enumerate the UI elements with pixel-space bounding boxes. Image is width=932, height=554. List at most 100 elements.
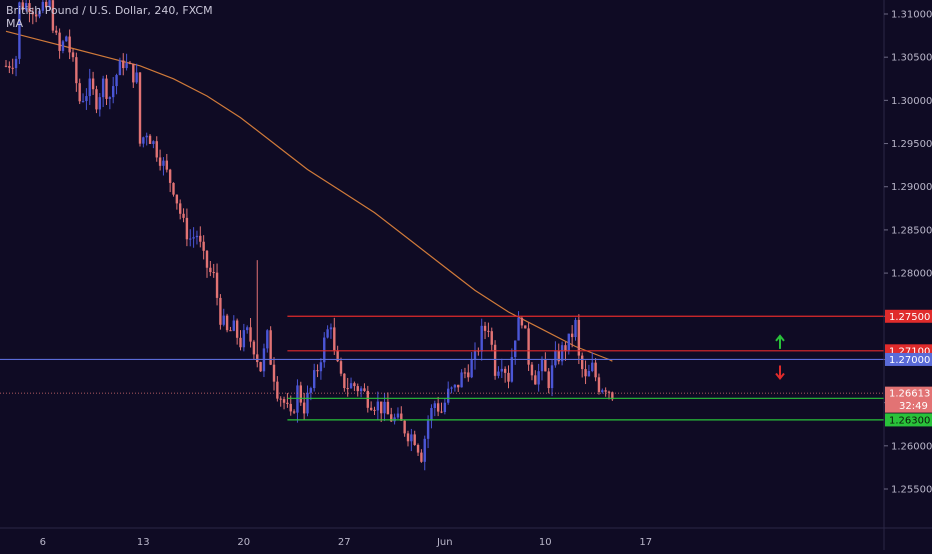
candle-down xyxy=(165,160,168,170)
candle-down xyxy=(51,0,55,31)
candle-up xyxy=(125,62,128,69)
candle-down xyxy=(282,399,286,403)
candle-down xyxy=(272,364,276,382)
candle-down xyxy=(416,444,420,453)
candle-up xyxy=(426,420,430,439)
candle-up xyxy=(410,434,413,442)
candle-up xyxy=(118,60,122,76)
candle-down xyxy=(490,331,493,345)
candle-up xyxy=(189,238,192,240)
candle-down xyxy=(209,267,212,273)
candle-up xyxy=(246,327,249,331)
y-tick-label: 1.25500 xyxy=(891,485,932,496)
level-badge xyxy=(885,352,932,366)
candle-up xyxy=(101,78,105,98)
candle-down xyxy=(363,388,366,391)
candle-down xyxy=(346,388,349,390)
candle-down xyxy=(520,317,524,326)
indicator-label[interactable]: MA xyxy=(6,17,24,30)
candle-up xyxy=(537,371,540,385)
level-badge xyxy=(885,413,932,427)
candle-down xyxy=(172,182,175,195)
candle-up xyxy=(554,350,557,366)
candle-down xyxy=(289,403,292,412)
candle-down xyxy=(493,344,497,376)
candle-up xyxy=(447,388,450,403)
y-tick-label: 1.29500 xyxy=(891,139,932,150)
y-tick-label: 1.26000 xyxy=(891,441,932,452)
candle-down xyxy=(292,411,296,413)
candle-up xyxy=(266,330,269,349)
candle-down xyxy=(128,62,132,64)
candle-down xyxy=(343,373,346,389)
candle-up xyxy=(135,72,138,83)
candle-down xyxy=(122,60,125,69)
candle-up xyxy=(142,137,145,144)
candle-up xyxy=(396,413,400,418)
level-badge-label: 1.27100 xyxy=(889,346,930,357)
x-tick-label: 6 xyxy=(40,537,46,548)
candle-down xyxy=(570,333,574,338)
candle-up xyxy=(88,78,91,97)
candle-down xyxy=(604,390,607,392)
candle-down xyxy=(105,78,108,99)
candle-down xyxy=(78,83,81,102)
candle-up xyxy=(574,319,577,338)
candle-down xyxy=(4,65,8,67)
candle-down xyxy=(256,354,259,363)
candle-up xyxy=(309,388,313,393)
y-tick-label: 1.28500 xyxy=(891,225,932,236)
candle-down xyxy=(219,297,222,325)
candle-down xyxy=(366,390,369,408)
candle-down xyxy=(286,402,289,404)
candle-down xyxy=(11,67,14,69)
candle-up xyxy=(376,401,380,411)
candle-down xyxy=(557,350,560,362)
level-badge-label: 1.26300 xyxy=(889,415,930,426)
countdown-label: 32:49 xyxy=(899,401,928,412)
candle-up xyxy=(540,359,544,372)
candle-down xyxy=(148,135,152,144)
level-badge-label: 1.27500 xyxy=(889,312,930,323)
candle-up xyxy=(550,365,554,389)
candle-up xyxy=(500,368,503,372)
candle-up xyxy=(115,75,118,87)
candle-up xyxy=(319,362,323,372)
candle-down xyxy=(95,89,98,110)
candle-down xyxy=(55,30,58,33)
x-tick-label: 10 xyxy=(539,537,552,548)
candle-down xyxy=(534,375,537,385)
candle-down xyxy=(406,433,410,442)
candle-down xyxy=(252,341,256,355)
candle-up xyxy=(323,337,326,363)
candle-up xyxy=(510,357,514,382)
candle-down xyxy=(403,420,406,434)
x-tick-label: 17 xyxy=(639,537,652,548)
candle-up xyxy=(433,403,436,409)
candle-down xyxy=(386,401,390,415)
candle-up xyxy=(313,370,316,389)
candle-down xyxy=(584,369,587,377)
candle-down xyxy=(530,364,534,376)
candle-down xyxy=(369,407,373,410)
candle-down xyxy=(413,434,416,445)
candle-down xyxy=(597,377,601,393)
candle-up xyxy=(359,388,363,392)
candle-up xyxy=(430,408,433,421)
down-arrow-icon xyxy=(775,365,785,381)
candle-up xyxy=(162,160,165,166)
candle-down xyxy=(503,368,507,373)
candle-up xyxy=(192,237,195,239)
candle-down xyxy=(524,325,527,329)
candle-down xyxy=(28,3,31,13)
last-price-badge xyxy=(885,386,932,413)
candle-up xyxy=(560,345,564,362)
candle-up xyxy=(222,315,225,325)
y-tick-label: 1.30000 xyxy=(891,96,932,107)
level-badge-label: 1.27000 xyxy=(889,355,930,366)
candle-down xyxy=(487,330,490,332)
candle-up xyxy=(470,359,473,378)
